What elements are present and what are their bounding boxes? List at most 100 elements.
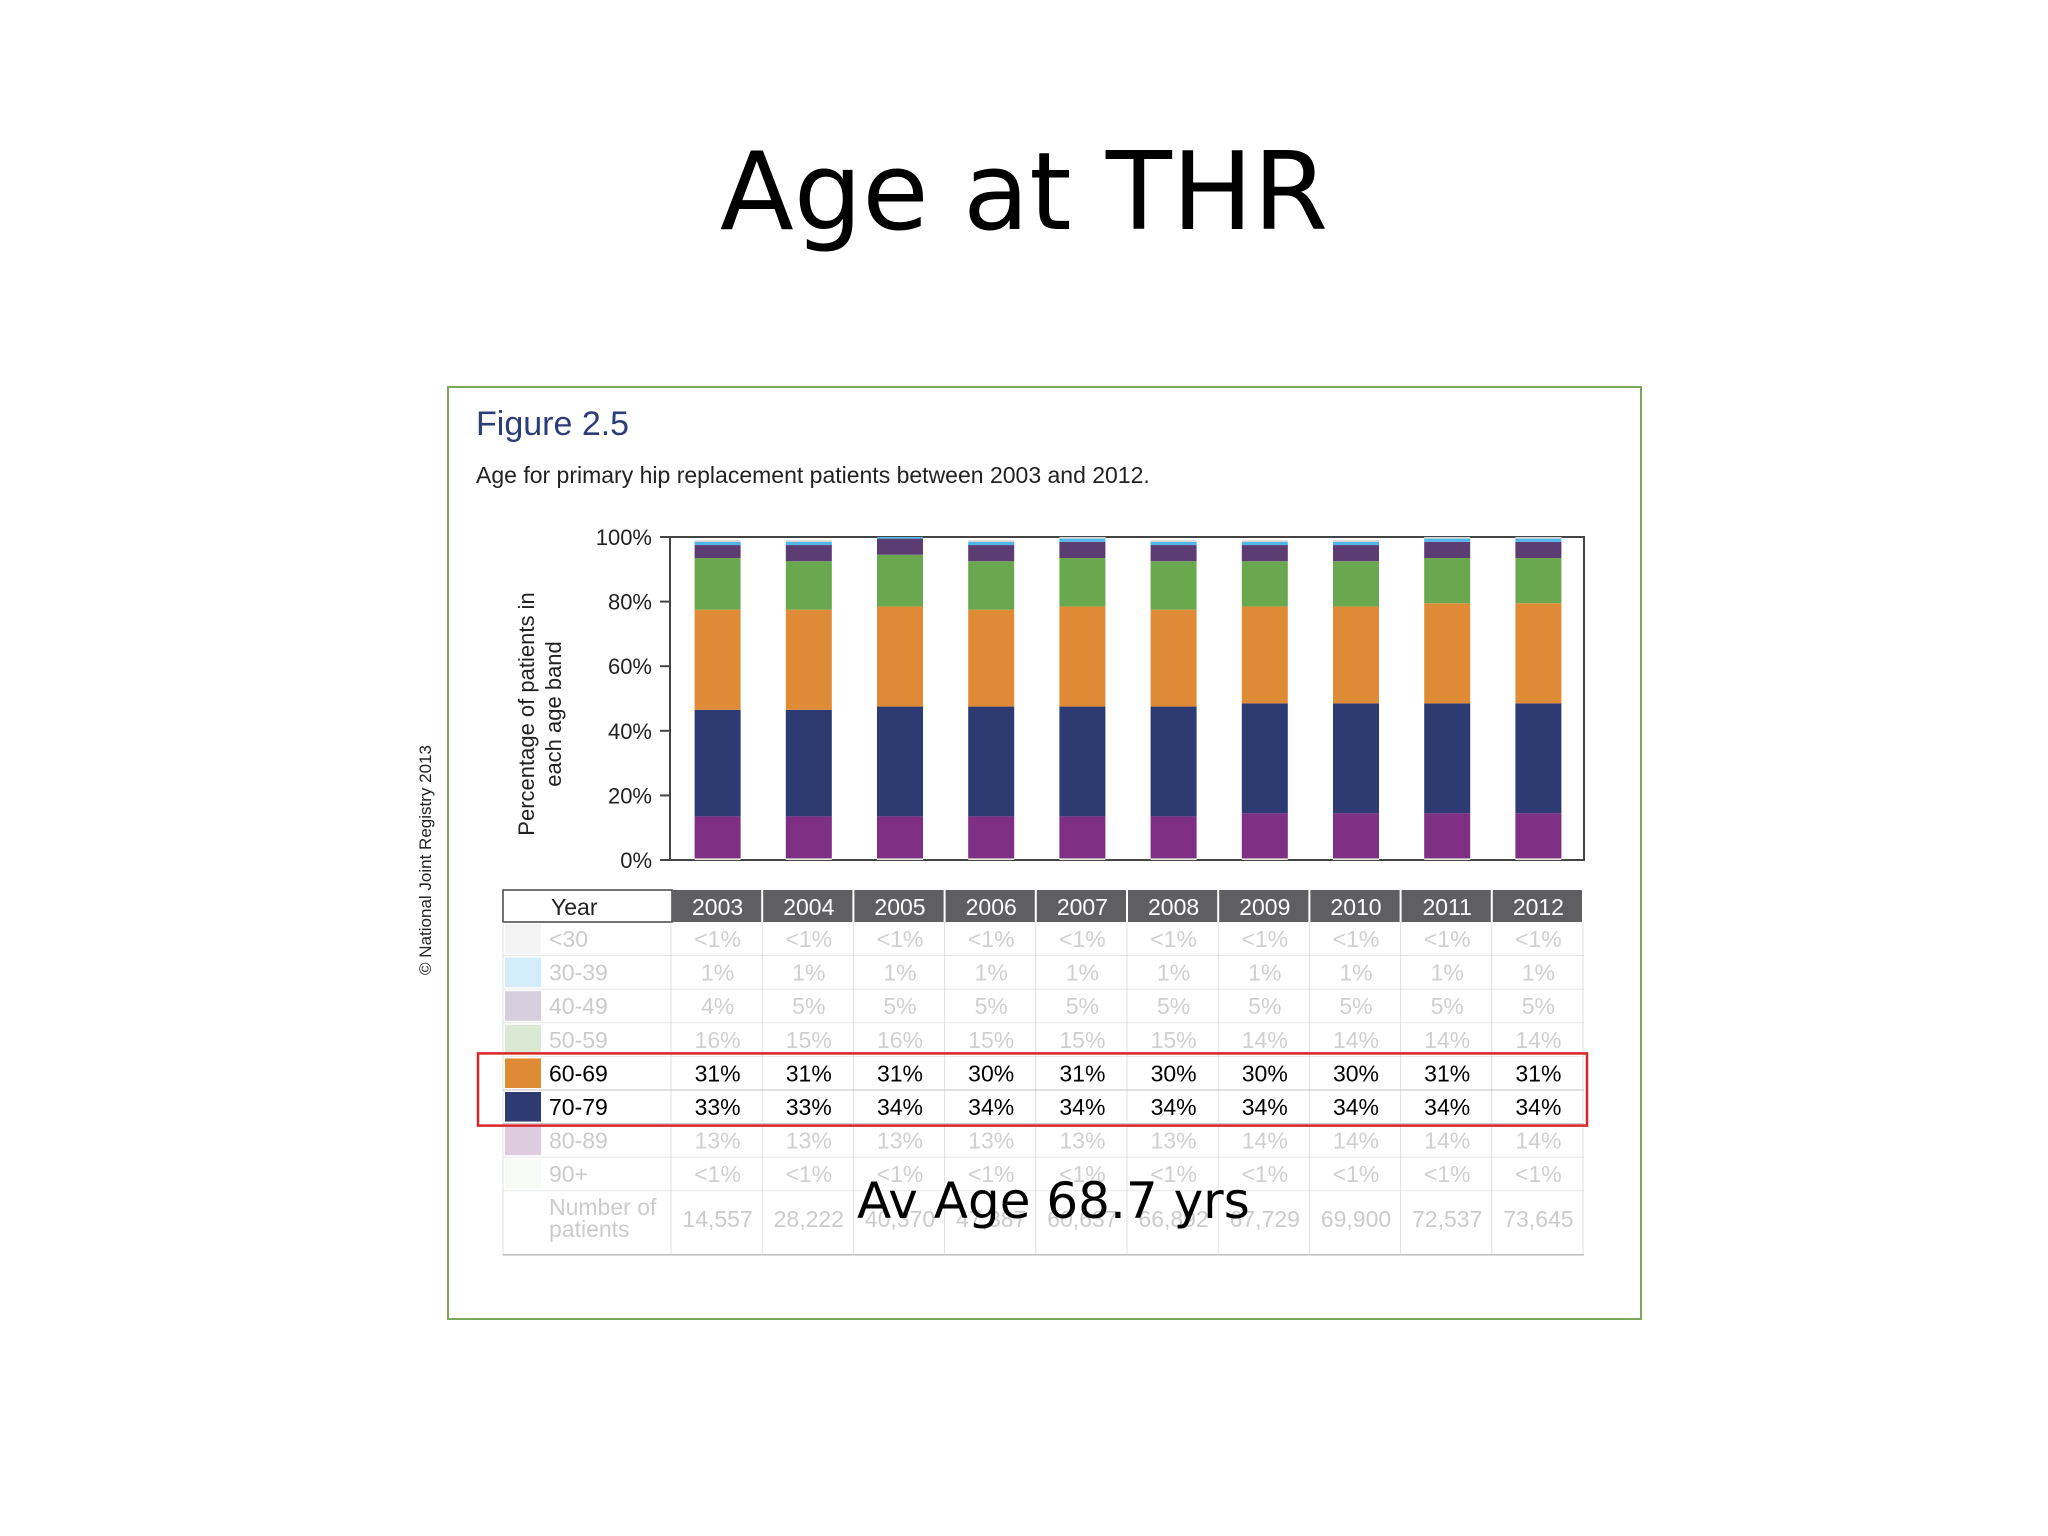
legend-swatch-40-49 (505, 991, 541, 1021)
bar-2005-70-79 (877, 706, 923, 817)
legend-swatch-70-79 (505, 1092, 541, 1122)
table-year-label: 2007 (1057, 894, 1108, 920)
bar-2008-30-39 (1150, 541, 1197, 546)
bar-2007-50-59 (1059, 557, 1106, 607)
legend-label-80-89: 80-89 (549, 1128, 608, 1154)
bar-2011-80-89 (1424, 813, 1471, 859)
figure-caption: Age for primary hip replacement patients… (476, 462, 1150, 488)
bar-2009-40-49 (1241, 545, 1288, 562)
y-tick-label: 60% (608, 654, 652, 679)
bar-2010-40-49 (1333, 545, 1379, 562)
bar-2008-50-59 (1150, 561, 1197, 610)
table-cell-under-30: <1% (1515, 926, 1562, 952)
bar-2006-under-30 (968, 540, 1015, 542)
table-cell-30-39: 1% (1522, 960, 1555, 986)
bar-2006-70-79 (968, 706, 1015, 817)
table-cell-50-59: 14% (1242, 1027, 1288, 1053)
bar-2009-60-69 (1241, 606, 1288, 704)
table-cell-80-89: 14% (1242, 1128, 1288, 1154)
table-cell-under-30: <1% (785, 926, 832, 952)
bar-2010-30-39 (1333, 541, 1379, 546)
y-tick-label: 20% (608, 783, 652, 808)
bar-2011-30-39 (1424, 538, 1471, 542)
bar-2008-90-plus (1150, 858, 1197, 860)
table-cell-60-69: 31% (1515, 1060, 1561, 1086)
legend-swatch-under-30 (505, 924, 541, 954)
bar-2003-70-79 (694, 709, 741, 817)
bar-2011-70-79 (1424, 703, 1471, 814)
table-year-cell (1128, 890, 1218, 922)
table-cell-60-69: 31% (1059, 1060, 1105, 1086)
table-cell-70-79: 34% (1333, 1094, 1379, 1120)
table-year-cell (1492, 890, 1582, 922)
bar-2009-30-39 (1241, 541, 1288, 546)
bar-2005-40-49 (877, 538, 923, 555)
bar-2011-50-59 (1424, 557, 1471, 604)
bar-2003-40-49 (694, 545, 741, 558)
table-cell-60-69: 31% (786, 1060, 832, 1086)
table-cell-90-plus: <1% (1150, 1161, 1197, 1187)
patients-label: patients (549, 1216, 630, 1242)
legend-label-40-49: 40-49 (549, 993, 608, 1019)
table-cell-60-69: 31% (695, 1060, 741, 1086)
table-cell-60-69: 31% (1424, 1060, 1470, 1086)
table-cell-50-59: 14% (1424, 1027, 1470, 1053)
bar-2011-60-69 (1424, 603, 1471, 704)
bar-2012-40-49 (1515, 541, 1562, 558)
table-cell-70-79: 33% (695, 1094, 741, 1120)
table-year-cell (1219, 890, 1309, 922)
bar-2007-40-49 (1059, 541, 1106, 558)
bar-2012-50-59 (1515, 557, 1562, 604)
table-cell-90-plus: <1% (1424, 1161, 1471, 1187)
bar-2011-under-30 (1424, 537, 1471, 539)
y-tick-label: 100% (596, 525, 652, 550)
table-cell-60-69: 30% (1151, 1060, 1197, 1086)
table-cell-50-59: 16% (877, 1027, 923, 1053)
table-cell-under-30: <1% (968, 926, 1015, 952)
bar-2010-60-69 (1333, 606, 1379, 704)
legend-swatch-60-69 (505, 1058, 541, 1088)
table-cell-40-49: 5% (1431, 993, 1464, 1019)
table-cell-40-49: 5% (792, 993, 825, 1019)
table-cell-40-49: 5% (883, 993, 916, 1019)
bar-2003-80-89 (694, 816, 741, 859)
bar-2004-70-79 (785, 709, 832, 817)
bar-2010-90-plus (1333, 858, 1379, 860)
bar-2004-50-59 (785, 561, 832, 610)
table-cell-60-69: 30% (1242, 1060, 1288, 1086)
legend-swatch-80-89 (505, 1125, 541, 1156)
table-cell-under-30: <1% (1241, 926, 1288, 952)
table-cell-80-89: 13% (786, 1128, 832, 1154)
table-cell-30-39: 1% (1431, 960, 1464, 986)
bar-2007-30-39 (1059, 538, 1106, 542)
table-cell-50-59: 15% (1151, 1027, 1197, 1053)
table-cell-90-plus: <1% (785, 1161, 832, 1187)
bar-2004-90-plus (785, 858, 832, 860)
slide-title: Age at THR (719, 130, 1329, 255)
table-year-label: 2006 (966, 894, 1017, 920)
table-cell-patients: 47,387 (956, 1206, 1026, 1232)
table-cell-90-plus: <1% (968, 1161, 1015, 1187)
table-year-label: 2010 (1330, 894, 1381, 920)
bar-2010-70-79 (1333, 703, 1379, 814)
bar-2009-under-30 (1241, 540, 1288, 542)
table-cell-patients: 28,222 (774, 1206, 844, 1232)
table-cell-60-69: 30% (1333, 1060, 1379, 1086)
table-cell-40-49: 5% (1248, 993, 1281, 1019)
table-cell-40-49: 5% (1339, 993, 1372, 1019)
table-cell-80-89: 13% (695, 1128, 741, 1154)
table-cell-30-39: 1% (883, 960, 916, 986)
table-cell-30-39: 1% (1066, 960, 1099, 986)
figure-frame (447, 386, 1642, 1320)
table-cell-40-49: 5% (1066, 993, 1099, 1019)
table-cell-under-30: <1% (694, 926, 741, 952)
table-cell-70-79: 34% (968, 1094, 1014, 1120)
legend-swatch-30-39 (505, 957, 541, 988)
bar-2003-90-plus (694, 858, 741, 860)
figure-label: Figure 2.5 (476, 405, 630, 443)
table-cell-70-79: 34% (1424, 1094, 1470, 1120)
bar-2007-60-69 (1059, 606, 1106, 707)
bar-2010-50-59 (1333, 561, 1379, 607)
table-cell-under-30: <1% (1150, 926, 1197, 952)
table-year-label: 2009 (1239, 894, 1290, 920)
